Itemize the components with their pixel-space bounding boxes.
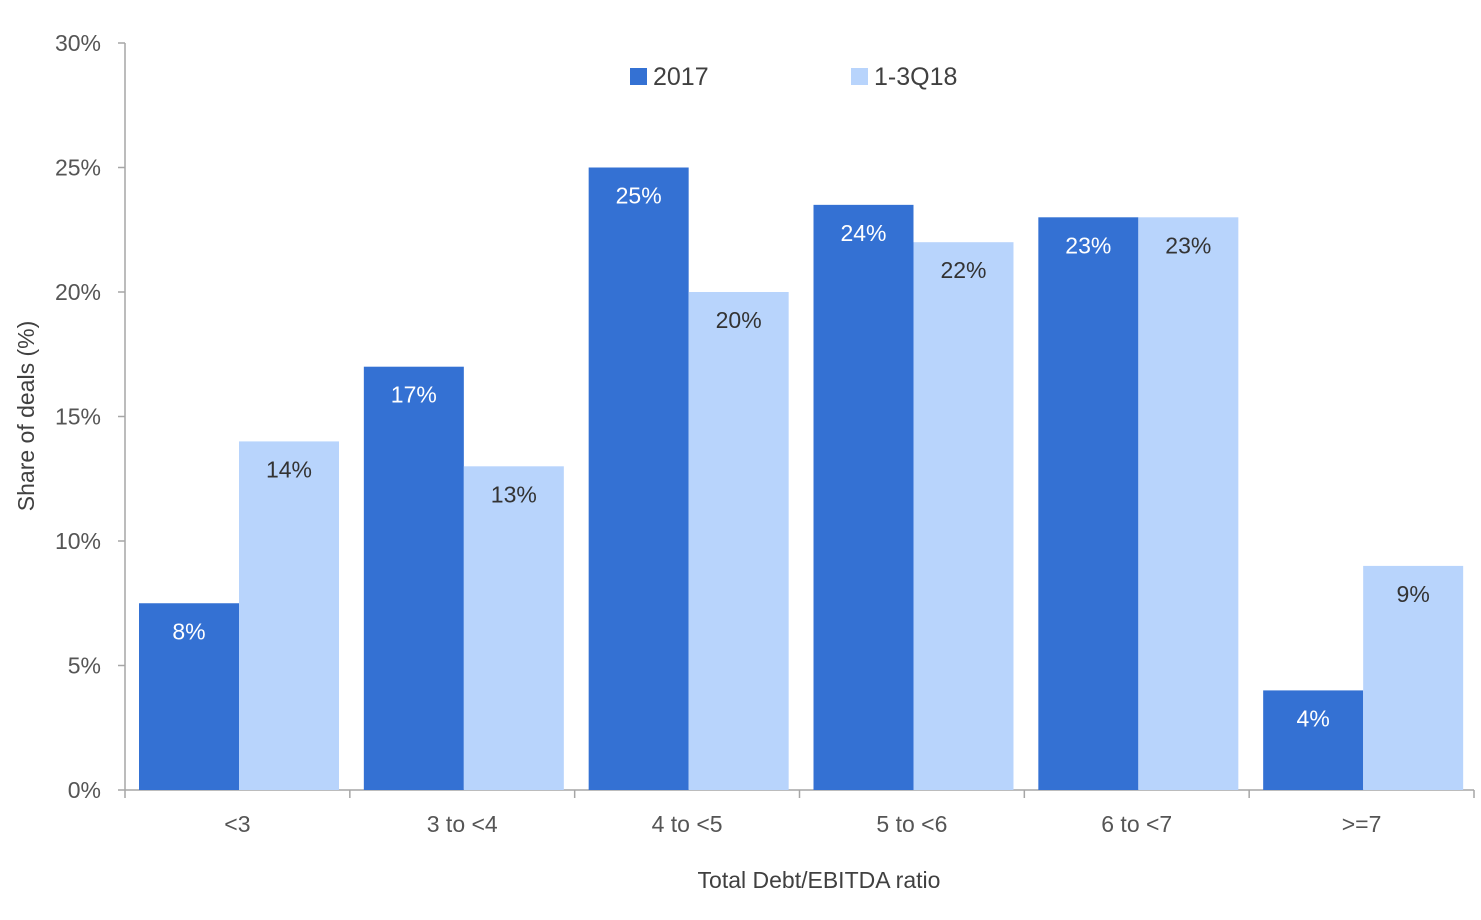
bar — [1138, 217, 1239, 791]
y-tick-label: 15% — [55, 404, 101, 430]
x-axis-title: Total Debt/EBITDA ratio — [698, 867, 941, 893]
data-label: 22% — [940, 257, 986, 283]
data-label: 17% — [391, 382, 437, 408]
x-tick-label: <3 — [224, 811, 250, 837]
y-tick-label: 20% — [55, 279, 101, 305]
x-tick-label: 4 to <5 — [652, 811, 723, 837]
legend-swatch — [630, 68, 647, 85]
legend-label: 2017 — [653, 63, 709, 91]
data-label: 25% — [616, 183, 662, 209]
y-tick-label: 30% — [55, 30, 101, 56]
bar — [139, 603, 239, 790]
legend: 2017 1-3Q18 — [630, 63, 957, 91]
data-labels: 8% 17% 25% 24% 23% 4% 14% 13% 20% 22% 23% 9% — [172, 183, 1429, 732]
data-label: 13% — [491, 481, 537, 507]
y-tick-label: 0% — [68, 777, 101, 803]
bar — [239, 441, 339, 790]
data-label: 4% — [1297, 705, 1330, 731]
x-tick-label: 5 to <6 — [876, 811, 947, 837]
data-label: 8% — [172, 618, 205, 644]
bar — [1038, 217, 1139, 791]
x-tick-label: >=7 — [1342, 811, 1382, 837]
bar — [363, 366, 464, 790]
bars — [139, 167, 1464, 791]
data-label: 23% — [1065, 232, 1111, 258]
axes: 0% 5% 10% 15% 20% 25% 30% <3 3 to <4 4 to <5 5 to … — [55, 30, 1475, 837]
data-label: 9% — [1397, 581, 1430, 607]
data-label: 20% — [716, 307, 762, 333]
data-label: 24% — [840, 220, 886, 246]
data-label: 23% — [1165, 232, 1211, 258]
x-tick-label: 3 to <4 — [427, 811, 498, 837]
bar — [1363, 565, 1464, 790]
legend-swatch — [851, 68, 868, 85]
bar — [1263, 690, 1364, 790]
bar — [463, 466, 564, 790]
bar — [688, 292, 789, 790]
y-tick-label: 5% — [68, 653, 101, 679]
y-tick-label: 25% — [55, 155, 101, 181]
y-tick-label: 10% — [55, 528, 101, 554]
bar — [913, 242, 1014, 790]
bar — [813, 204, 914, 791]
data-label: 14% — [266, 456, 312, 482]
legend-label: 1-3Q18 — [874, 63, 957, 91]
y-axis-title: Share of deals (%) — [13, 321, 39, 511]
x-tick-label: 6 to <7 — [1101, 811, 1172, 837]
bar — [588, 167, 689, 790]
